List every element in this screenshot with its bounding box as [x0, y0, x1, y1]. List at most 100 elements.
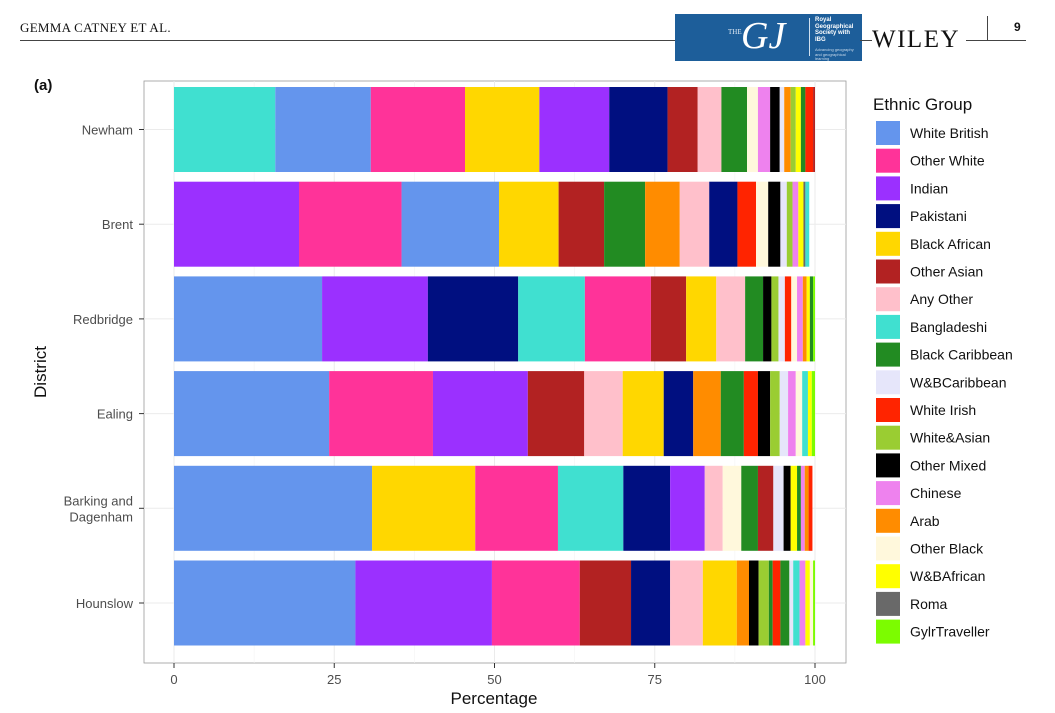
journal-logo-tagline: Advancing geography and geographical lea…: [815, 47, 854, 61]
bar-brent: [174, 181, 810, 267]
bar-segment-other-black: [747, 87, 758, 172]
legend-key-bangladeshi: [876, 314, 900, 339]
bar-segment-other-white: [329, 371, 433, 457]
legend-key-white-british: [876, 121, 900, 145]
legend-key-indian: [876, 176, 900, 201]
bar-segment-black-caribbean: [604, 181, 646, 267]
bar-segment-white-british: [174, 276, 323, 362]
bar-segment-black-african: [622, 371, 664, 457]
bar-segment-bangladeshi: [802, 371, 808, 457]
bar-segment-other-white: [370, 87, 466, 172]
bar-segment-arab: [693, 371, 721, 457]
bar-segment-bangladeshi: [518, 276, 585, 362]
legend-key-arab: [876, 508, 900, 533]
bar-segment-indian: [670, 465, 705, 551]
legend-key-chinese: [876, 481, 900, 506]
bar-segment-w-and-bafrican: [790, 465, 798, 551]
y-tick-label: Ealing: [97, 407, 133, 422]
bar-segment-any-other: [697, 87, 722, 172]
x-tick-label: 0: [170, 672, 177, 687]
legend-label: Any Other: [910, 291, 973, 307]
bar-segment-other-mixed: [763, 276, 772, 362]
bar-segment-white-and-asian: [770, 371, 780, 457]
running-head: GEMMA CATNEY ET AL.: [20, 20, 171, 35]
bar-segment-pakistani: [663, 371, 694, 457]
bar-segment-w-and-bcaribbean: [779, 87, 785, 172]
bar-segment-gylrtraveller: [811, 371, 815, 457]
bar-segment-indian: [322, 276, 428, 362]
legend-key-black-african: [876, 231, 900, 256]
bar-segment-any-other: [670, 560, 703, 646]
legend-key-pakistani: [876, 204, 900, 229]
bar-segment-bangladeshi: [805, 181, 810, 267]
bar-segment-bangladeshi: [793, 560, 800, 646]
bar-segment-other-black: [722, 465, 742, 551]
bar-segment-other-black: [795, 371, 803, 457]
bar-segment-gylrtraveller: [813, 560, 815, 646]
legend-label: W&BAfrican: [910, 568, 985, 584]
legend-title: Ethnic Group: [873, 95, 972, 114]
bar-segment-chinese: [757, 87, 771, 172]
journal-logo-divider: [809, 18, 810, 56]
legend-label: Bangladeshi: [910, 319, 987, 335]
legend-key-gylrtraveller: [876, 619, 900, 644]
legend-label: Black African: [910, 236, 991, 252]
bar-segment-white-irish: [737, 181, 757, 267]
legend-label: GylrTraveller: [910, 624, 990, 640]
bar-segment-other-asian: [579, 560, 632, 646]
page-number-divider: [987, 16, 988, 40]
bar-segment-other-black: [791, 276, 798, 362]
bar-segment-w-and-bafrican: [798, 181, 804, 267]
stacked-bar-chart: (a) Newham Brent Redbridge Ealing Barking an…: [31, 77, 1013, 708]
bar-segment-any-other: [716, 276, 746, 362]
bar-segment-chinese: [799, 560, 806, 646]
journal-logo-mark: GJ: [741, 15, 786, 57]
bar-segment-white-and-asian: [758, 560, 769, 646]
bar-segment-indian: [355, 560, 492, 646]
legend-label: White&Asian: [910, 430, 990, 446]
bar-segment-black-caribbean: [780, 560, 790, 646]
bar-segment-other-asian: [527, 371, 585, 457]
bar-segment-black-caribbean: [809, 276, 814, 362]
bar-segment-w-and-bafrican: [795, 87, 801, 172]
legend-key-w-and-bafrican: [876, 564, 900, 589]
legend-key-other-mixed: [876, 453, 900, 478]
bar-hounslow: [174, 560, 815, 646]
bar-segment-white-irish: [808, 465, 813, 551]
bar-segment-white-and-asian: [786, 181, 793, 267]
legend-key-black-caribbean: [876, 342, 900, 367]
bar-segment-roma: [803, 181, 806, 267]
bar-segment-white-british: [174, 465, 373, 551]
bar-segment-w-and-bafrican: [807, 371, 812, 457]
x-axis: 0 25 50 75 100: [170, 663, 826, 687]
legend-key-w-and-bcaribbean: [876, 370, 900, 395]
bar-segment-arab: [645, 181, 680, 267]
bar-segment-arab: [804, 465, 809, 551]
header-rule: [20, 40, 675, 41]
bar-segment-w-and-bcaribbean: [778, 276, 785, 362]
page-number: 9: [1014, 20, 1021, 34]
bars: [174, 87, 815, 646]
legend-label: Pakistani: [910, 208, 967, 224]
bar-segment-indian: [539, 87, 610, 172]
bar-segment-w-and-bcaribbean: [779, 371, 789, 457]
legend-label: Roma: [910, 596, 948, 612]
y-tick-label: Redbridge: [73, 312, 133, 327]
bar-segment-other-white: [298, 181, 402, 267]
legend-label: Black Caribbean: [910, 347, 1013, 363]
legend-label: Other Black: [910, 541, 984, 557]
legend-key-white-irish: [876, 398, 900, 422]
bar-segment-other-asian: [650, 276, 687, 362]
x-axis-title: Percentage: [451, 689, 538, 708]
bar-segment-black-african: [702, 560, 737, 646]
bar-segment-other-white: [475, 465, 558, 551]
bar-redbridge: [174, 276, 815, 362]
bar-segment-bangladeshi: [174, 87, 276, 172]
bar-segment-white-irish: [743, 371, 758, 457]
y-tick-label: Newham: [82, 123, 133, 138]
legend-key-any-other: [876, 287, 900, 312]
header-rule-publisher-left: [860, 40, 872, 41]
bar-segment-other-mixed: [783, 465, 791, 551]
journal-logo-society: Royal Geographical Society with IBG: [815, 17, 854, 43]
bar-segment-any-other: [704, 465, 723, 551]
